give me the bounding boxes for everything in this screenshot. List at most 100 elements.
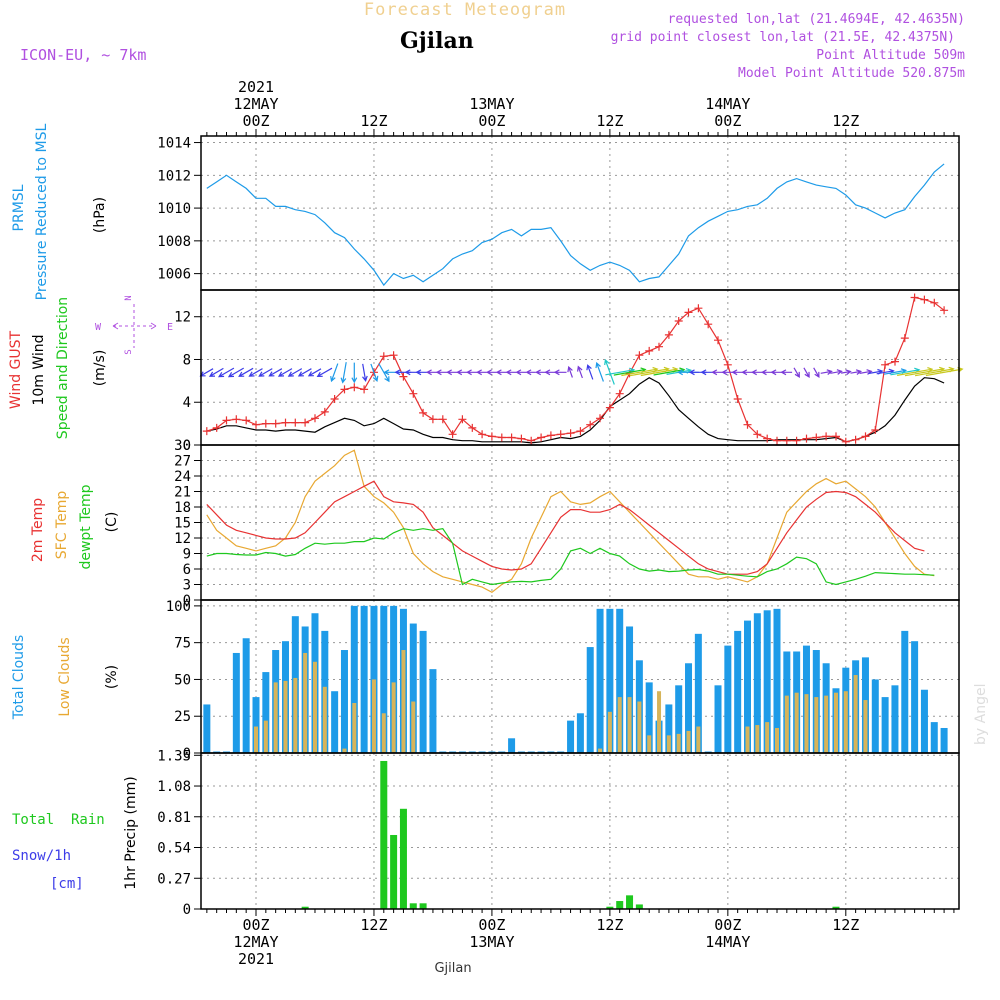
y-tick-label: 0.54 <box>157 841 191 857</box>
gust-line <box>206 296 945 443</box>
gust-marker <box>468 423 477 432</box>
rain-bar <box>301 906 309 909</box>
clouds-unit: (%) <box>104 665 120 689</box>
rain-bar <box>635 904 643 909</box>
svg-text:E: E <box>167 322 173 333</box>
total-cloud-bar <box>380 605 388 753</box>
low-cloud-bar <box>401 650 406 753</box>
wind-direction-arrow <box>466 369 478 376</box>
wind-direction-arrow <box>553 369 567 376</box>
total-cloud-bar <box>734 630 742 753</box>
svg-text:N: N <box>124 295 134 300</box>
low-cloud-bar <box>686 730 691 753</box>
low-cloud-bar <box>637 701 642 753</box>
pressure-unit: (hPa) <box>92 197 108 233</box>
wind-direction-arrow <box>287 368 303 377</box>
gust-marker <box>281 418 290 427</box>
wind-direction-arrow <box>330 363 339 383</box>
wind-direction-arrow <box>803 367 810 378</box>
rain-bar <box>616 901 624 909</box>
gust-marker <box>900 334 909 343</box>
low-cloud-bar <box>273 682 278 753</box>
gust-marker <box>576 427 585 436</box>
gust-marker <box>674 317 683 325</box>
y-tick-label: 4 <box>183 395 191 411</box>
x-tick-label: 2021 <box>238 78 274 96</box>
gust-marker <box>605 403 614 412</box>
y-tick-label: 100 <box>166 599 191 615</box>
gust-marker <box>202 427 211 436</box>
total-cloud-bar <box>891 685 899 753</box>
y-tick-label: 15 <box>174 516 191 532</box>
total-cloud-bar <box>508 738 516 753</box>
low-cloud-bar <box>784 695 789 753</box>
gust-marker <box>517 434 526 443</box>
y-tick-label: 0.27 <box>157 871 191 887</box>
low-cloud-bar <box>863 700 868 753</box>
total-cloud-bar <box>685 663 693 753</box>
gust-marker <box>487 432 496 441</box>
temp-sfc-label: SFC Temp <box>54 491 70 560</box>
total-cloud-bar <box>881 697 889 753</box>
model-altitude: Model Point Altitude 520.875m <box>738 66 965 81</box>
pressure-label-2: Pressure Reduced to MSL <box>34 123 50 300</box>
total-cloud-bar <box>616 608 624 753</box>
gust-marker <box>694 304 703 313</box>
wind-direction-arrow <box>370 363 379 382</box>
wind-direction-arrow <box>525 369 536 376</box>
total-cloud-bar <box>360 605 368 753</box>
x-tick-label: 00Z <box>478 112 505 130</box>
total-cloud-bar <box>252 697 260 753</box>
gust-marker <box>812 433 821 442</box>
total-cloud-bar <box>940 727 948 753</box>
wind-direction-arrow <box>248 368 263 377</box>
gust-marker <box>389 351 398 360</box>
gust-marker <box>920 295 929 304</box>
gust-marker <box>615 389 624 398</box>
point-altitude: Point Altitude 509m <box>816 48 965 63</box>
wind-direction-arrow <box>567 365 573 378</box>
rain-bar <box>626 895 634 909</box>
total-cloud-bar <box>232 652 240 753</box>
wind-direction-arrow <box>586 364 594 380</box>
total-cloud-bar <box>576 713 584 753</box>
wind-direction-arrow <box>297 368 312 377</box>
gust-marker <box>733 395 742 403</box>
y-tick-label: 1008 <box>157 234 191 250</box>
gust-marker <box>782 436 791 445</box>
gust-marker <box>527 436 536 445</box>
wind-direction-arrow <box>268 368 283 377</box>
wind-direction-arrow <box>495 369 507 376</box>
gust-marker <box>360 385 369 394</box>
gust-marker <box>596 414 604 423</box>
total-cloud-bar <box>920 689 928 753</box>
svg-text:S: S <box>124 349 134 354</box>
total-cloud-bar <box>586 647 594 753</box>
gust-marker <box>497 433 506 442</box>
wind-direction-arrow <box>535 369 546 376</box>
x-tick-label: 14MAY <box>705 933 750 951</box>
total-cloud-bar <box>606 608 614 753</box>
rain-bar <box>380 760 388 909</box>
gust-marker <box>301 418 310 427</box>
y-tick-label: 21 <box>174 485 191 501</box>
wind-direction-arrow <box>577 365 583 379</box>
gust-marker <box>340 385 349 394</box>
total-cloud-bar <box>675 685 683 753</box>
x-tick-label: 12Z <box>360 916 387 934</box>
wind-direction-arrow <box>840 369 852 376</box>
total-cloud-bar <box>419 630 427 753</box>
pressure-label-1: PRMSL <box>11 184 27 231</box>
y-tick-label: 1006 <box>157 267 191 283</box>
temp2m-line <box>206 480 925 575</box>
clouds-total-label: Total Clouds <box>11 635 27 720</box>
gust-marker <box>507 433 516 442</box>
low-cloud-bar <box>283 680 288 753</box>
y-tick-label: 24 <box>174 469 191 485</box>
panel-frame <box>200 135 960 291</box>
total-cloud-bar <box>694 633 702 753</box>
gust-marker <box>419 408 428 417</box>
pressure-line <box>206 163 945 287</box>
gust-marker <box>537 433 546 442</box>
gust-marker <box>655 342 663 351</box>
